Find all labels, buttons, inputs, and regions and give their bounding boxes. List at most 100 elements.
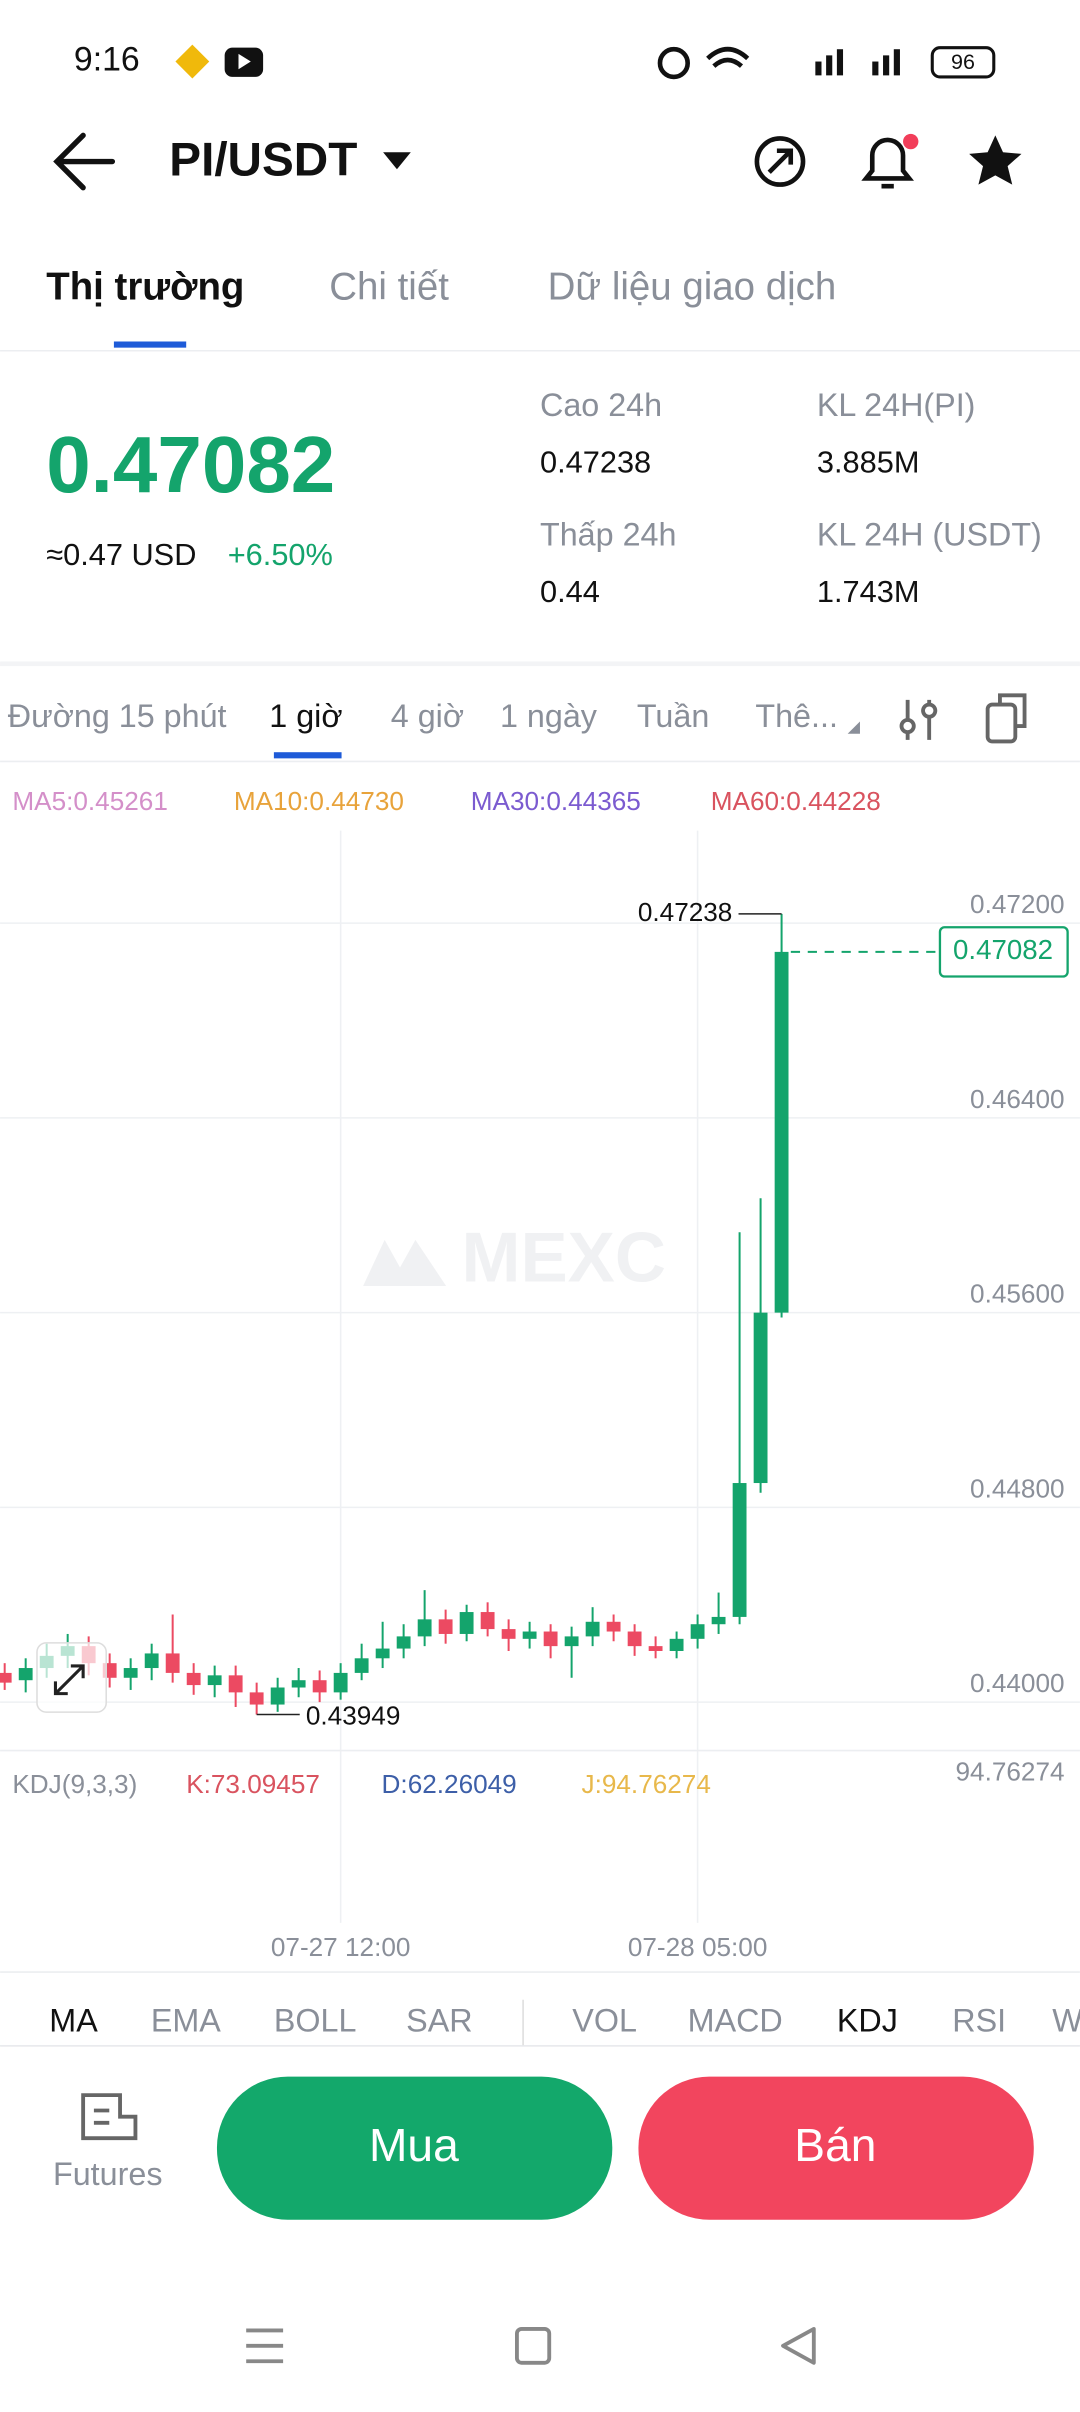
stat-label: KL 24H(PI) <box>817 387 976 423</box>
indicator-tab[interactable]: MACD <box>688 2002 783 2038</box>
y-tick-label: 0.45600 <box>970 1279 1065 1309</box>
y-tick-label: 0.44000 <box>970 1668 1065 1698</box>
divider <box>0 661 1080 667</box>
candle-body <box>669 1638 684 1651</box>
nav-menu[interactable] <box>246 2328 284 2364</box>
ma-legend: MA60:0.44228 <box>711 786 881 816</box>
tab[interactable]: Thị trường <box>46 265 244 308</box>
tab[interactable]: Chi tiết <box>329 265 449 308</box>
candle-body <box>417 1619 432 1637</box>
battery-icon <box>930 46 996 79</box>
candle-body <box>18 1668 33 1681</box>
layout-icon <box>998 693 1027 728</box>
candle-body <box>354 1658 369 1673</box>
ma-legend: MA5:0.45261 <box>12 786 168 816</box>
futures-icon[interactable] <box>81 2093 138 2141</box>
candlestick-chart: 0.44000 0.44800 0.45600 0.46400 0.47200 07-27… <box>0 830 1080 1962</box>
x-tick-label: 07-28 05:00 <box>628 1932 768 1962</box>
candle-body <box>732 1483 747 1617</box>
pair-dropdown[interactable] <box>383 152 411 170</box>
candle-body <box>333 1672 348 1693</box>
youtube-play <box>238 53 251 70</box>
pair-title[interactable]: PI/USDT <box>169 134 357 187</box>
candle-body <box>543 1631 558 1647</box>
sell-button[interactable] <box>638 2076 1034 2220</box>
candle-body <box>207 1675 222 1686</box>
candle-body <box>312 1680 327 1693</box>
favorite-button[interactable] <box>969 135 1022 185</box>
fullscreen-icon <box>53 1664 85 1696</box>
ma-legend: MA30:0.44365 <box>471 786 641 816</box>
layout-button[interactable] <box>985 702 1018 744</box>
last-price-label: 0.47082 <box>953 934 1053 965</box>
indicator-tab[interactable]: EMA <box>151 2002 221 2038</box>
clock: 9:16 <box>74 40 140 78</box>
y-tick-label: 0.46400 <box>970 1084 1065 1114</box>
interval[interactable]: 1 giờ <box>269 698 342 734</box>
candle-body <box>375 1648 390 1659</box>
kdj-legend: D:62.26049 <box>382 1769 517 1799</box>
nav-home[interactable] <box>515 2327 552 2365</box>
indicator-tab[interactable]: RSI <box>952 2002 1006 2038</box>
buy-button[interactable] <box>216 2076 613 2220</box>
candle-body <box>165 1653 180 1673</box>
stat-value: 0.47238 <box>540 445 651 480</box>
binance-icon <box>175 44 210 79</box>
candle-body <box>774 951 789 1313</box>
indicator-tab[interactable]: VOL <box>572 2002 637 2038</box>
low-label: 0.43949 <box>306 1701 401 1731</box>
candle-body <box>753 1312 768 1484</box>
stat-label: KL 24H (USDT) <box>817 516 1042 552</box>
indicator-tab[interactable]: MA <box>49 2002 98 2038</box>
kdj-legend: K:73.09457 <box>186 1769 320 1799</box>
futures-label[interactable]: Futures <box>53 2156 162 2192</box>
tab[interactable]: Dữ liệu giao dịch <box>548 265 837 308</box>
y-tick-label: 0.44800 <box>970 1473 1065 1503</box>
indicator-tab[interactable]: SAR <box>406 2002 472 2038</box>
candle-body <box>123 1668 138 1678</box>
more-arrow <box>847 721 860 734</box>
signal-icon <box>815 61 822 76</box>
alert-dot <box>903 133 919 150</box>
watermark-logo <box>363 1239 447 1286</box>
interval[interactable]: 1 ngày <box>500 698 598 734</box>
interval[interactable]: Tuần <box>637 698 709 734</box>
candle-body <box>228 1675 243 1693</box>
indicator-tab[interactable]: W <box>1052 2002 1080 2038</box>
candle-body <box>480 1612 495 1630</box>
interval[interactable]: Đường 15 phút <box>8 698 227 734</box>
sell-label[interactable]: Bán <box>794 2119 876 2171</box>
alarm-icon <box>657 46 690 80</box>
candle-body <box>627 1631 642 1647</box>
battery-level: 96 <box>951 50 975 74</box>
share-arrow <box>767 148 794 174</box>
settings-knob <box>899 717 916 735</box>
candle-body <box>186 1672 201 1686</box>
alert-button[interactable] <box>861 137 914 189</box>
watermark: MEXC <box>462 1218 666 1297</box>
nav-back[interactable] <box>781 2327 816 2365</box>
wifi-icon <box>706 46 750 68</box>
candle-body <box>144 1653 159 1669</box>
y-tick-label: 0.47200 <box>970 889 1065 919</box>
indicator-tab[interactable]: BOLL <box>274 2002 357 2038</box>
signal-icon <box>872 61 879 76</box>
signal-icon <box>826 55 833 76</box>
interval[interactable]: Thê... <box>755 698 838 734</box>
back-button[interactable] <box>53 132 116 191</box>
candle-body <box>711 1616 726 1625</box>
high-label: 0.47238 <box>638 897 733 927</box>
signal-icon <box>883 55 890 76</box>
candle-body <box>459 1612 474 1634</box>
interval[interactable]: 4 giờ <box>391 698 464 734</box>
buy-label[interactable]: Mua <box>369 2119 459 2171</box>
stat-value: 3.885M <box>817 445 920 480</box>
share-button[interactable] <box>754 136 806 187</box>
stat-label: Thấp 24h <box>540 516 676 552</box>
x-tick-label: 07-27 12:00 <box>271 1932 411 1962</box>
candle-body <box>606 1621 621 1632</box>
indicator-tab[interactable]: KDJ <box>837 2002 898 2038</box>
kdj-legend: KDJ(9,3,3) <box>12 1769 137 1799</box>
candle-body <box>291 1680 306 1688</box>
